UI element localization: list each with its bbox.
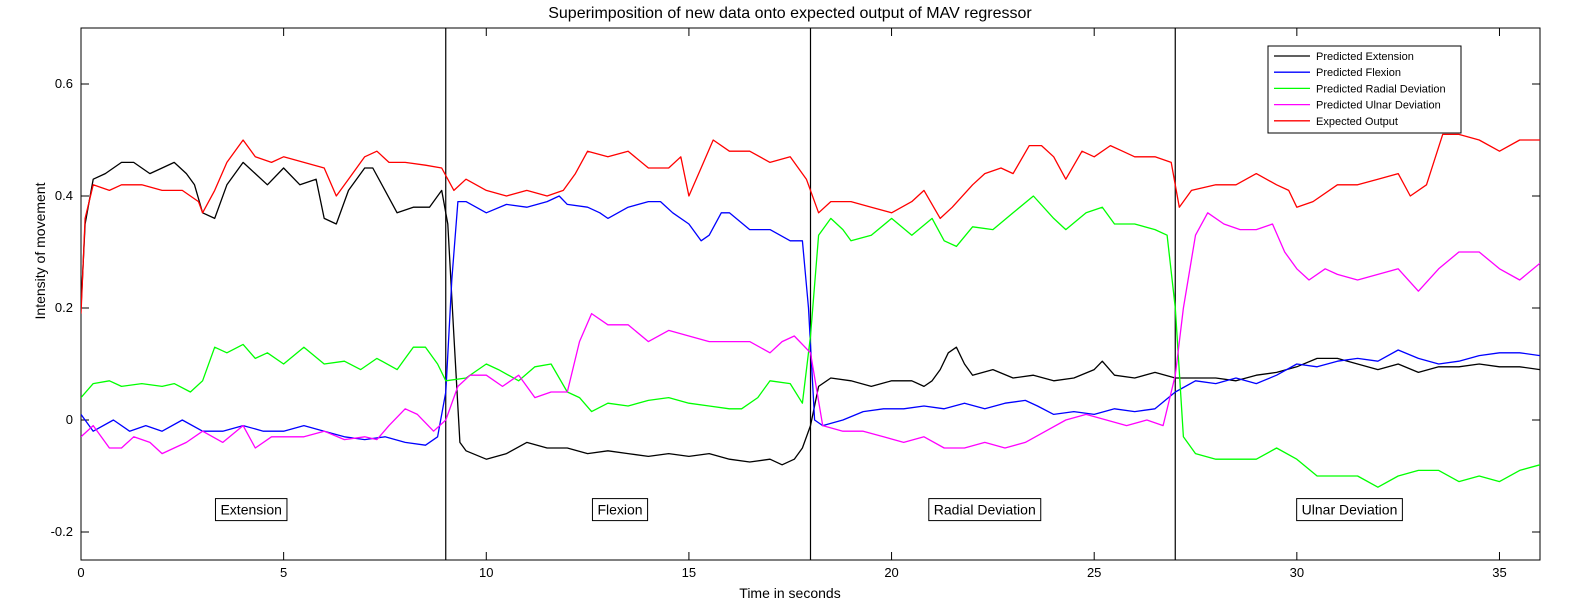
x-axis-label: Time in seconds <box>739 585 840 601</box>
x-tick-label: 20 <box>884 565 898 580</box>
x-tick-label: 30 <box>1290 565 1304 580</box>
series-group <box>81 133 1540 488</box>
legend-box <box>1267 45 1462 134</box>
x-tick-label: 15 <box>682 565 696 580</box>
series-line-predicted-ulnar-deviation <box>81 212 1540 455</box>
region-label-extension: Extension <box>220 502 281 518</box>
legend-entry: Expected Output <box>1316 116 1398 128</box>
legend-entry: Predicted Flexion <box>1316 67 1401 79</box>
legend-entry: Predicted Radial Deviation <box>1316 83 1446 95</box>
y-axis-label: Intensity of movement <box>32 182 48 319</box>
y-tick-label: -0.2 <box>51 524 73 539</box>
legend-entry: Predicted Ulnar Deviation <box>1316 100 1441 112</box>
region-label-box <box>214 498 288 522</box>
region-label-flexion: Flexion <box>597 502 642 518</box>
x-tick-label: 0 <box>77 565 84 580</box>
y-tick-label: 0.4 <box>55 188 73 203</box>
legend-entry: Predicted Extension <box>1316 51 1414 63</box>
series-line-predicted-flexion <box>81 195 1540 446</box>
x-tick-label: 5 <box>280 565 287 580</box>
y-tick-label: 0.2 <box>55 300 73 315</box>
series-line-predicted-extension <box>81 161 1540 466</box>
region-label-radial-deviation: Radial Deviation <box>934 502 1036 518</box>
region-label-box <box>1296 498 1403 522</box>
chart-title: Superimposition of new data onto expecte… <box>548 5 1032 22</box>
region-label-box <box>591 498 649 522</box>
series-line-expected-output <box>81 133 1540 314</box>
y-tick-label: 0 <box>66 412 73 427</box>
region-label-box <box>928 498 1042 522</box>
series-line-predicted-radial-deviation <box>81 195 1540 488</box>
chart-legend: Predicted Extension Predicted Flexion Pred… <box>1267 45 1462 134</box>
x-tick-label: 25 <box>1087 565 1101 580</box>
x-tick-label: 35 <box>1492 565 1506 580</box>
y-tick-label: 0.6 <box>55 76 73 91</box>
region-label-ulnar-deviation: Ulnar Deviation <box>1302 502 1398 518</box>
x-tick-label: 10 <box>479 565 493 580</box>
